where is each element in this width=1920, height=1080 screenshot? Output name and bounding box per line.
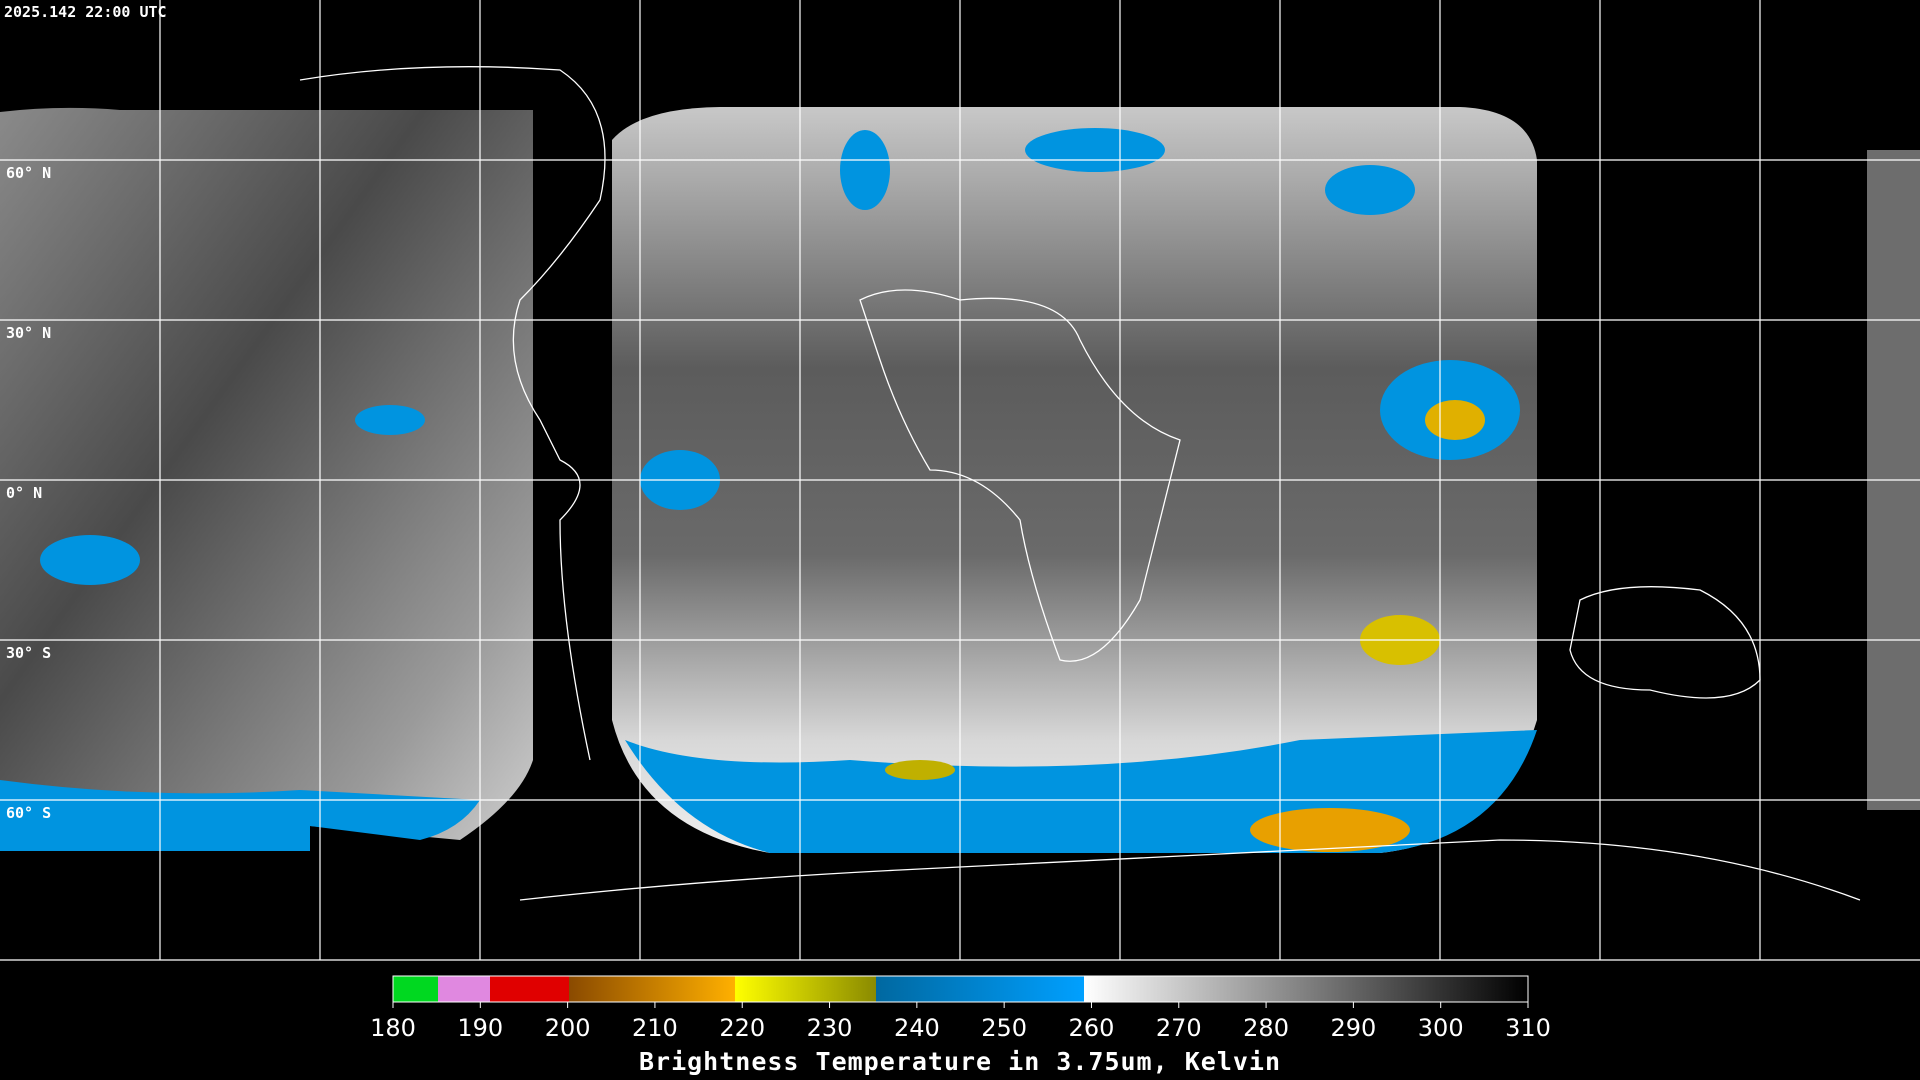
- graticule: [0, 0, 1920, 961]
- colorbar-tick-label: 290: [1330, 1014, 1376, 1042]
- colorbar-title: Brightness Temperature in 3.75um, Kelvin: [639, 1047, 1281, 1076]
- colorbar-tick-label: 220: [719, 1014, 765, 1042]
- colorbar-segment: [876, 976, 1084, 1002]
- colorbar-tick-label: 240: [894, 1014, 940, 1042]
- colorbar-ticks: 180 190 200 210 220 230 240 250 260 270 280 290 300 3…: [370, 1002, 1551, 1042]
- colorbar-segment: [735, 976, 876, 1002]
- colorbar-frame: [392, 975, 1529, 1003]
- coastline: [1569, 586, 1761, 699]
- cold-cloud: [885, 760, 955, 780]
- colorbar-tick-label: 260: [1069, 1014, 1115, 1042]
- colorbar-tick-label: 230: [807, 1014, 853, 1042]
- colorbar-tick-label: 270: [1156, 1014, 1202, 1042]
- cold-cloud: [355, 405, 425, 435]
- cold-cloud: [40, 535, 140, 585]
- colorbar-tick-label: 300: [1418, 1014, 1464, 1042]
- colorbar-segment: [438, 976, 490, 1002]
- cold-cloud: [1325, 165, 1415, 215]
- colorbar-tick-label: 190: [457, 1014, 503, 1042]
- cold-band: [0, 780, 480, 851]
- colorbar-segment: [1084, 976, 1528, 1002]
- colorbar-segment: [490, 976, 569, 1002]
- colorbar-tick-label: 310: [1505, 1014, 1551, 1042]
- colorbar-tick-label: 200: [545, 1014, 591, 1042]
- lat-label: 0° N: [6, 484, 42, 502]
- lat-label: 30° N: [6, 324, 51, 342]
- colorbar-segment: [569, 976, 735, 1002]
- cold-cloud: [1425, 400, 1485, 440]
- cold-cloud: [1250, 808, 1410, 852]
- timestamp: 2025.142 22:00 UTC: [4, 3, 167, 21]
- coastline: [299, 66, 606, 761]
- colorbar-tick-label: 210: [632, 1014, 678, 1042]
- coastline: [519, 839, 1861, 901]
- colorbar: [392, 975, 1529, 1003]
- colorbar-tick-label: 280: [1243, 1014, 1289, 1042]
- coastline: [859, 289, 1181, 662]
- colorbar-tick-label: 180: [370, 1014, 416, 1042]
- lat-label: 60° N: [6, 164, 51, 182]
- colorbar-segment: [393, 976, 438, 1002]
- colorbar-tick-label: 250: [981, 1014, 1027, 1042]
- cold-cloud: [840, 130, 890, 210]
- cold-cloud: [1025, 128, 1165, 172]
- lat-label: 60° S: [6, 804, 51, 822]
- lat-label: 30° S: [6, 644, 51, 662]
